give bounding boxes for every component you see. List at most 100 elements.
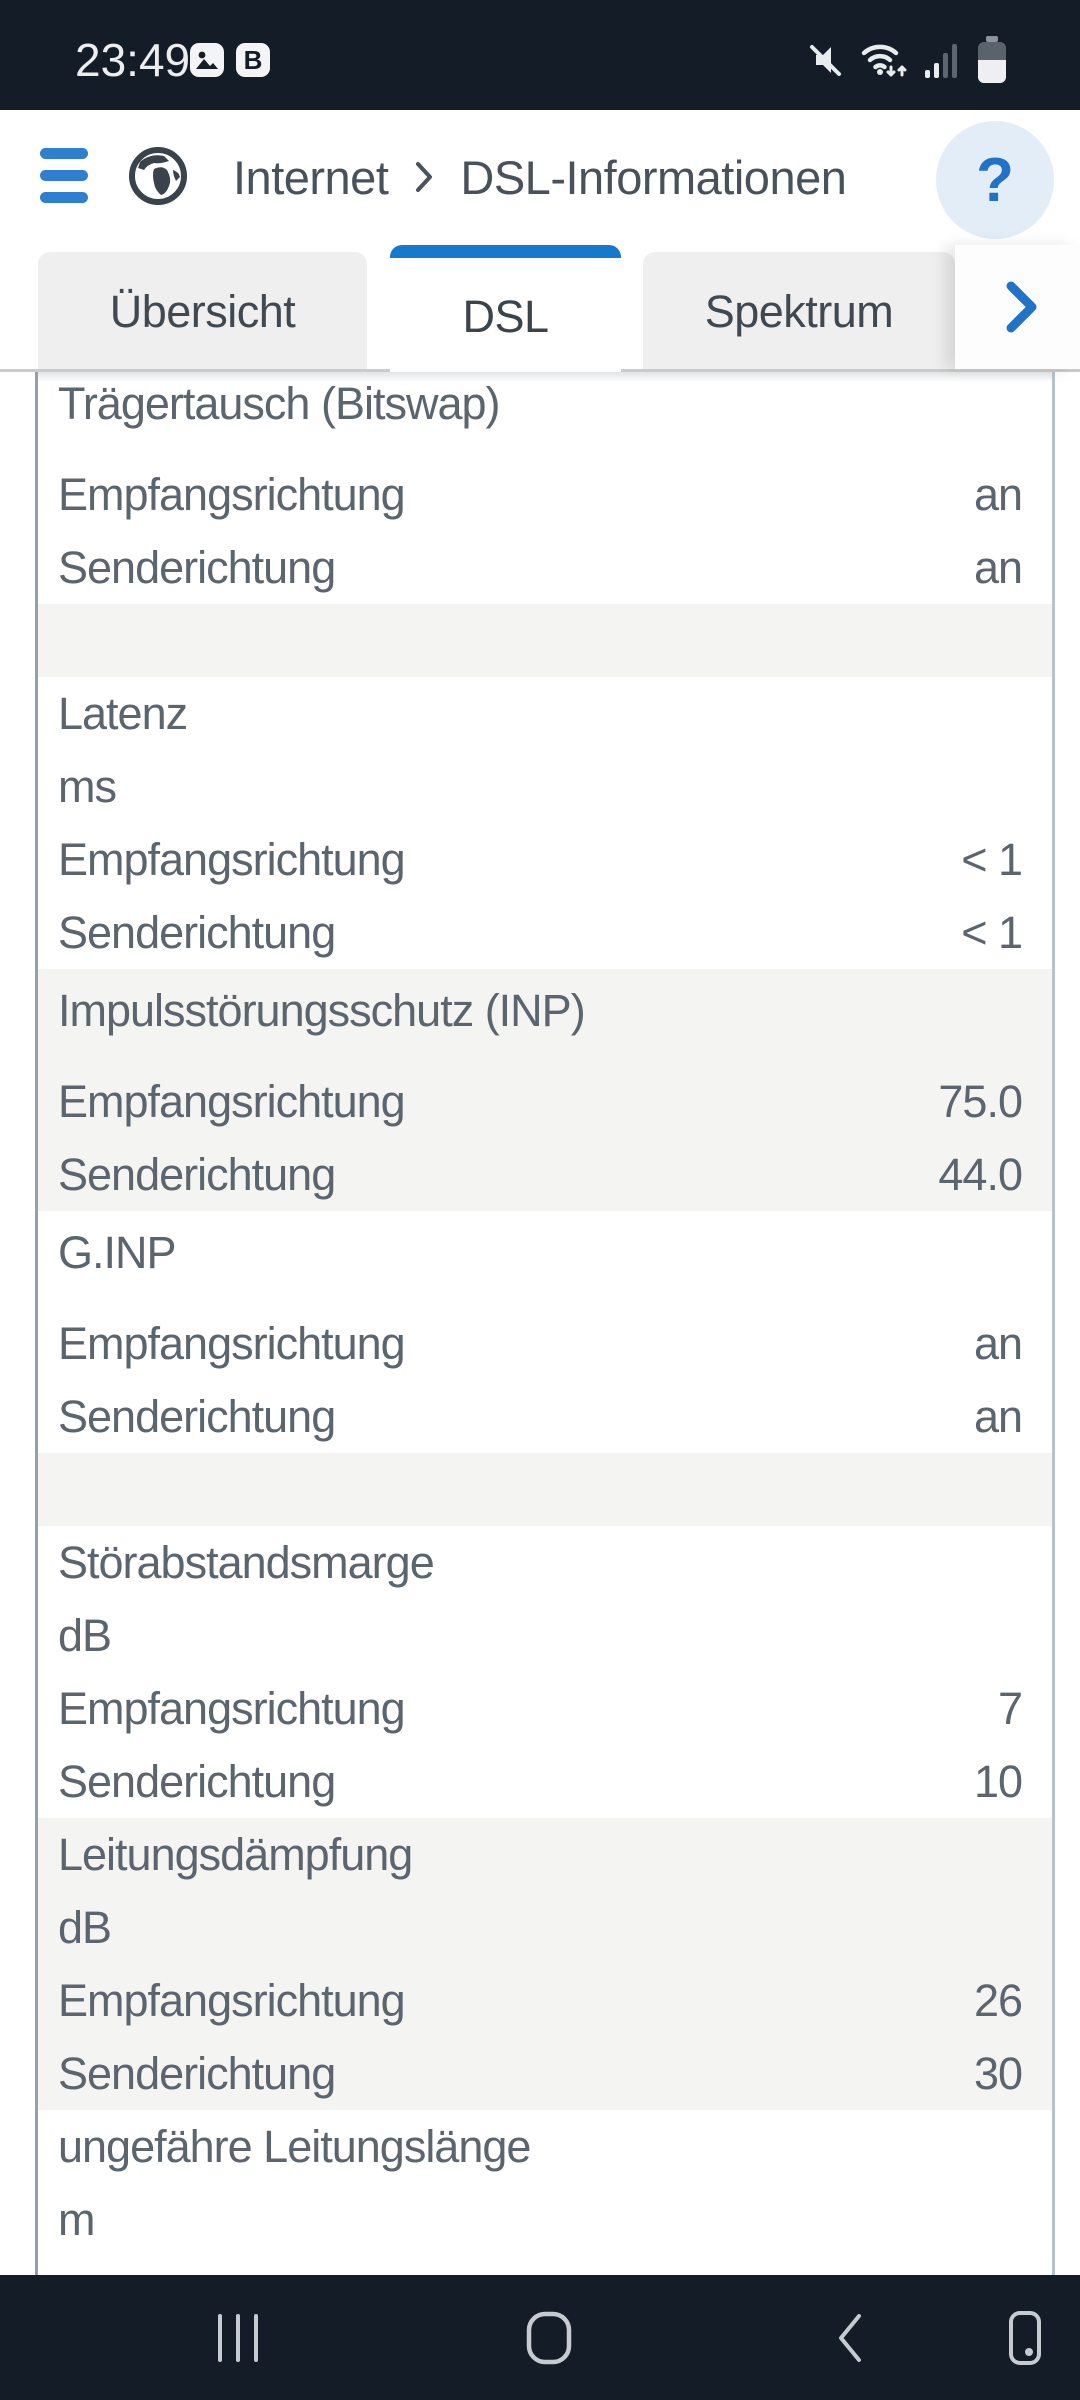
row-label: Senderichtung [58, 541, 336, 593]
tab-bar: Übersicht DSL Spektrum [0, 245, 1080, 375]
row-label: Empfangsrichtung [58, 1317, 406, 1369]
table-row: Trägertausch (Bitswap) [38, 372, 1052, 458]
table-row: Senderichtung 30 [38, 2037, 1052, 2110]
back-icon [839, 2313, 861, 2362]
breadcrumb-chevron-icon [414, 150, 434, 205]
tab-uebersicht[interactable]: Übersicht [38, 252, 367, 372]
row-label: dB [58, 1609, 112, 1661]
table-row: Senderichtung < 1 [38, 896, 1052, 969]
signal-icon [924, 39, 962, 86]
home-icon [526, 2311, 572, 2364]
row-value: 30 [973, 2047, 1023, 2099]
wifi-icon [860, 39, 910, 86]
row-label: Senderichtung [58, 906, 336, 958]
dsl-table-rows: Trägertausch (Bitswap) Empfangsrichtung an… [38, 372, 1052, 2256]
table-row: ungefähre Leitungslänge [38, 2110, 1052, 2183]
table-section: Impulsstörungsschutz (INP) Empfangsrichtu… [38, 969, 1052, 1211]
row-label: G.INP [58, 1227, 177, 1278]
row-label: Senderichtung [58, 2047, 336, 2099]
table-row: dB [38, 1599, 1052, 1672]
row-value: 26 [973, 1974, 1023, 2026]
separator-row [38, 1453, 1052, 1526]
row-value: an [973, 541, 1023, 593]
chevron-right-icon [1006, 281, 1037, 333]
table-section [38, 604, 1052, 677]
row-label: Senderichtung [58, 1755, 336, 1807]
menu-button[interactable] [40, 148, 88, 204]
row-label: Empfangsrichtung [58, 833, 406, 885]
row-value: an [973, 1317, 1023, 1369]
row-label: ms [58, 760, 117, 812]
back-button[interactable] [801, 2275, 897, 2400]
tab-dsl[interactable]: DSL [390, 245, 621, 375]
recents-icon [218, 2313, 258, 2362]
table-row: Empfangsrichtung 7 [38, 1672, 1052, 1745]
row-label: Störabstandsmarge [58, 1536, 435, 1588]
globe-icon [128, 146, 188, 211]
home-button[interactable] [501, 2275, 597, 2400]
table-section: Latenz ms Empfangsrichtung < 1 Senderichtung… [38, 677, 1052, 969]
table-row: Latenz [38, 677, 1052, 750]
row-value: 10 [973, 1755, 1023, 1807]
help-button[interactable]: ? [936, 121, 1054, 239]
breadcrumb-section[interactable]: Internet [233, 151, 389, 204]
row-value: 7 [997, 1682, 1023, 1734]
app-badge-icon: B [236, 43, 270, 77]
mute-icon [806, 40, 846, 85]
row-value: an [973, 468, 1023, 520]
row-label: ungefähre Leitungslänge [58, 2120, 531, 2172]
table-row: Impulsstörungsschutz (INP) [38, 969, 1052, 1065]
table-row: G.INP [38, 1211, 1052, 1307]
row-value: < 1 [961, 833, 1023, 885]
device-button[interactable] [985, 2275, 1065, 2400]
table-row: Störabstandsmarge [38, 1526, 1052, 1599]
table-row: Empfangsrichtung < 1 [38, 823, 1052, 896]
table-row: Leitungsdämpfung [38, 1818, 1052, 1891]
row-label: Impulsstörungsschutz (INP) [58, 985, 586, 1036]
status-right-icons [806, 35, 1008, 86]
table-row: m [38, 2183, 1052, 2256]
table-section: Leitungsdämpfung dB Empfangsrichtung 26 Send… [38, 1818, 1052, 2110]
row-label: Senderichtung [58, 1390, 336, 1442]
table-row: ms [38, 750, 1052, 823]
row-label: Trägertausch (Bitswap) [58, 378, 500, 429]
breadcrumb: Internet DSL-Informationen [233, 110, 847, 245]
row-label: Empfangsrichtung [58, 1075, 406, 1127]
table-row: Senderichtung an [38, 531, 1052, 604]
table-row: Empfangsrichtung an [38, 458, 1052, 531]
dsl-table: Trägertausch (Bitswap) Empfangsrichtung an… [35, 372, 1055, 2275]
row-label: Empfangsrichtung [58, 468, 406, 520]
status-bar: 23:49 B [0, 0, 1080, 110]
status-clock: 23:49 [75, 34, 191, 86]
gallery-icon [190, 43, 224, 77]
table-row: Empfangsrichtung 75.0 [38, 1065, 1052, 1138]
row-label: m [58, 2193, 95, 2245]
header: Internet DSL-Informationen ? [0, 110, 1080, 245]
table-row: Senderichtung 44.0 [38, 1138, 1052, 1211]
recents-button[interactable] [190, 2275, 286, 2400]
table-section: Trägertausch (Bitswap) Empfangsrichtung an… [38, 372, 1052, 604]
row-label: Latenz [58, 687, 188, 739]
table-section: G.INP Empfangsrichtung an Senderichtung an [38, 1211, 1052, 1453]
table-row: Senderichtung 10 [38, 1745, 1052, 1818]
row-value: 75.0 [938, 1075, 1023, 1127]
row-value: 44.0 [938, 1148, 1023, 1200]
row-label: Empfangsrichtung [58, 1974, 406, 2026]
page-title: DSL-Informationen [460, 151, 847, 204]
row-label: dB [58, 1901, 112, 1953]
row-value: < 1 [961, 906, 1023, 958]
content-area: Trägertausch (Bitswap) Empfangsrichtung an… [0, 372, 1080, 2275]
row-label: Senderichtung [58, 1148, 336, 1200]
table-row: Senderichtung an [38, 1380, 1052, 1453]
table-section [38, 1453, 1052, 1526]
table-row: Empfangsrichtung an [38, 1307, 1052, 1380]
tab-spektrum[interactable]: Spektrum [643, 252, 955, 372]
table-row: dB [38, 1891, 1052, 1964]
row-label: Leitungsdämpfung [58, 1828, 413, 1880]
separator-row [38, 604, 1052, 677]
device-icon [1009, 2310, 1041, 2365]
more-tabs-button[interactable] [955, 245, 1080, 369]
row-value: an [973, 1390, 1023, 1442]
table-section: ungefähre Leitungslänge m [38, 2110, 1052, 2256]
